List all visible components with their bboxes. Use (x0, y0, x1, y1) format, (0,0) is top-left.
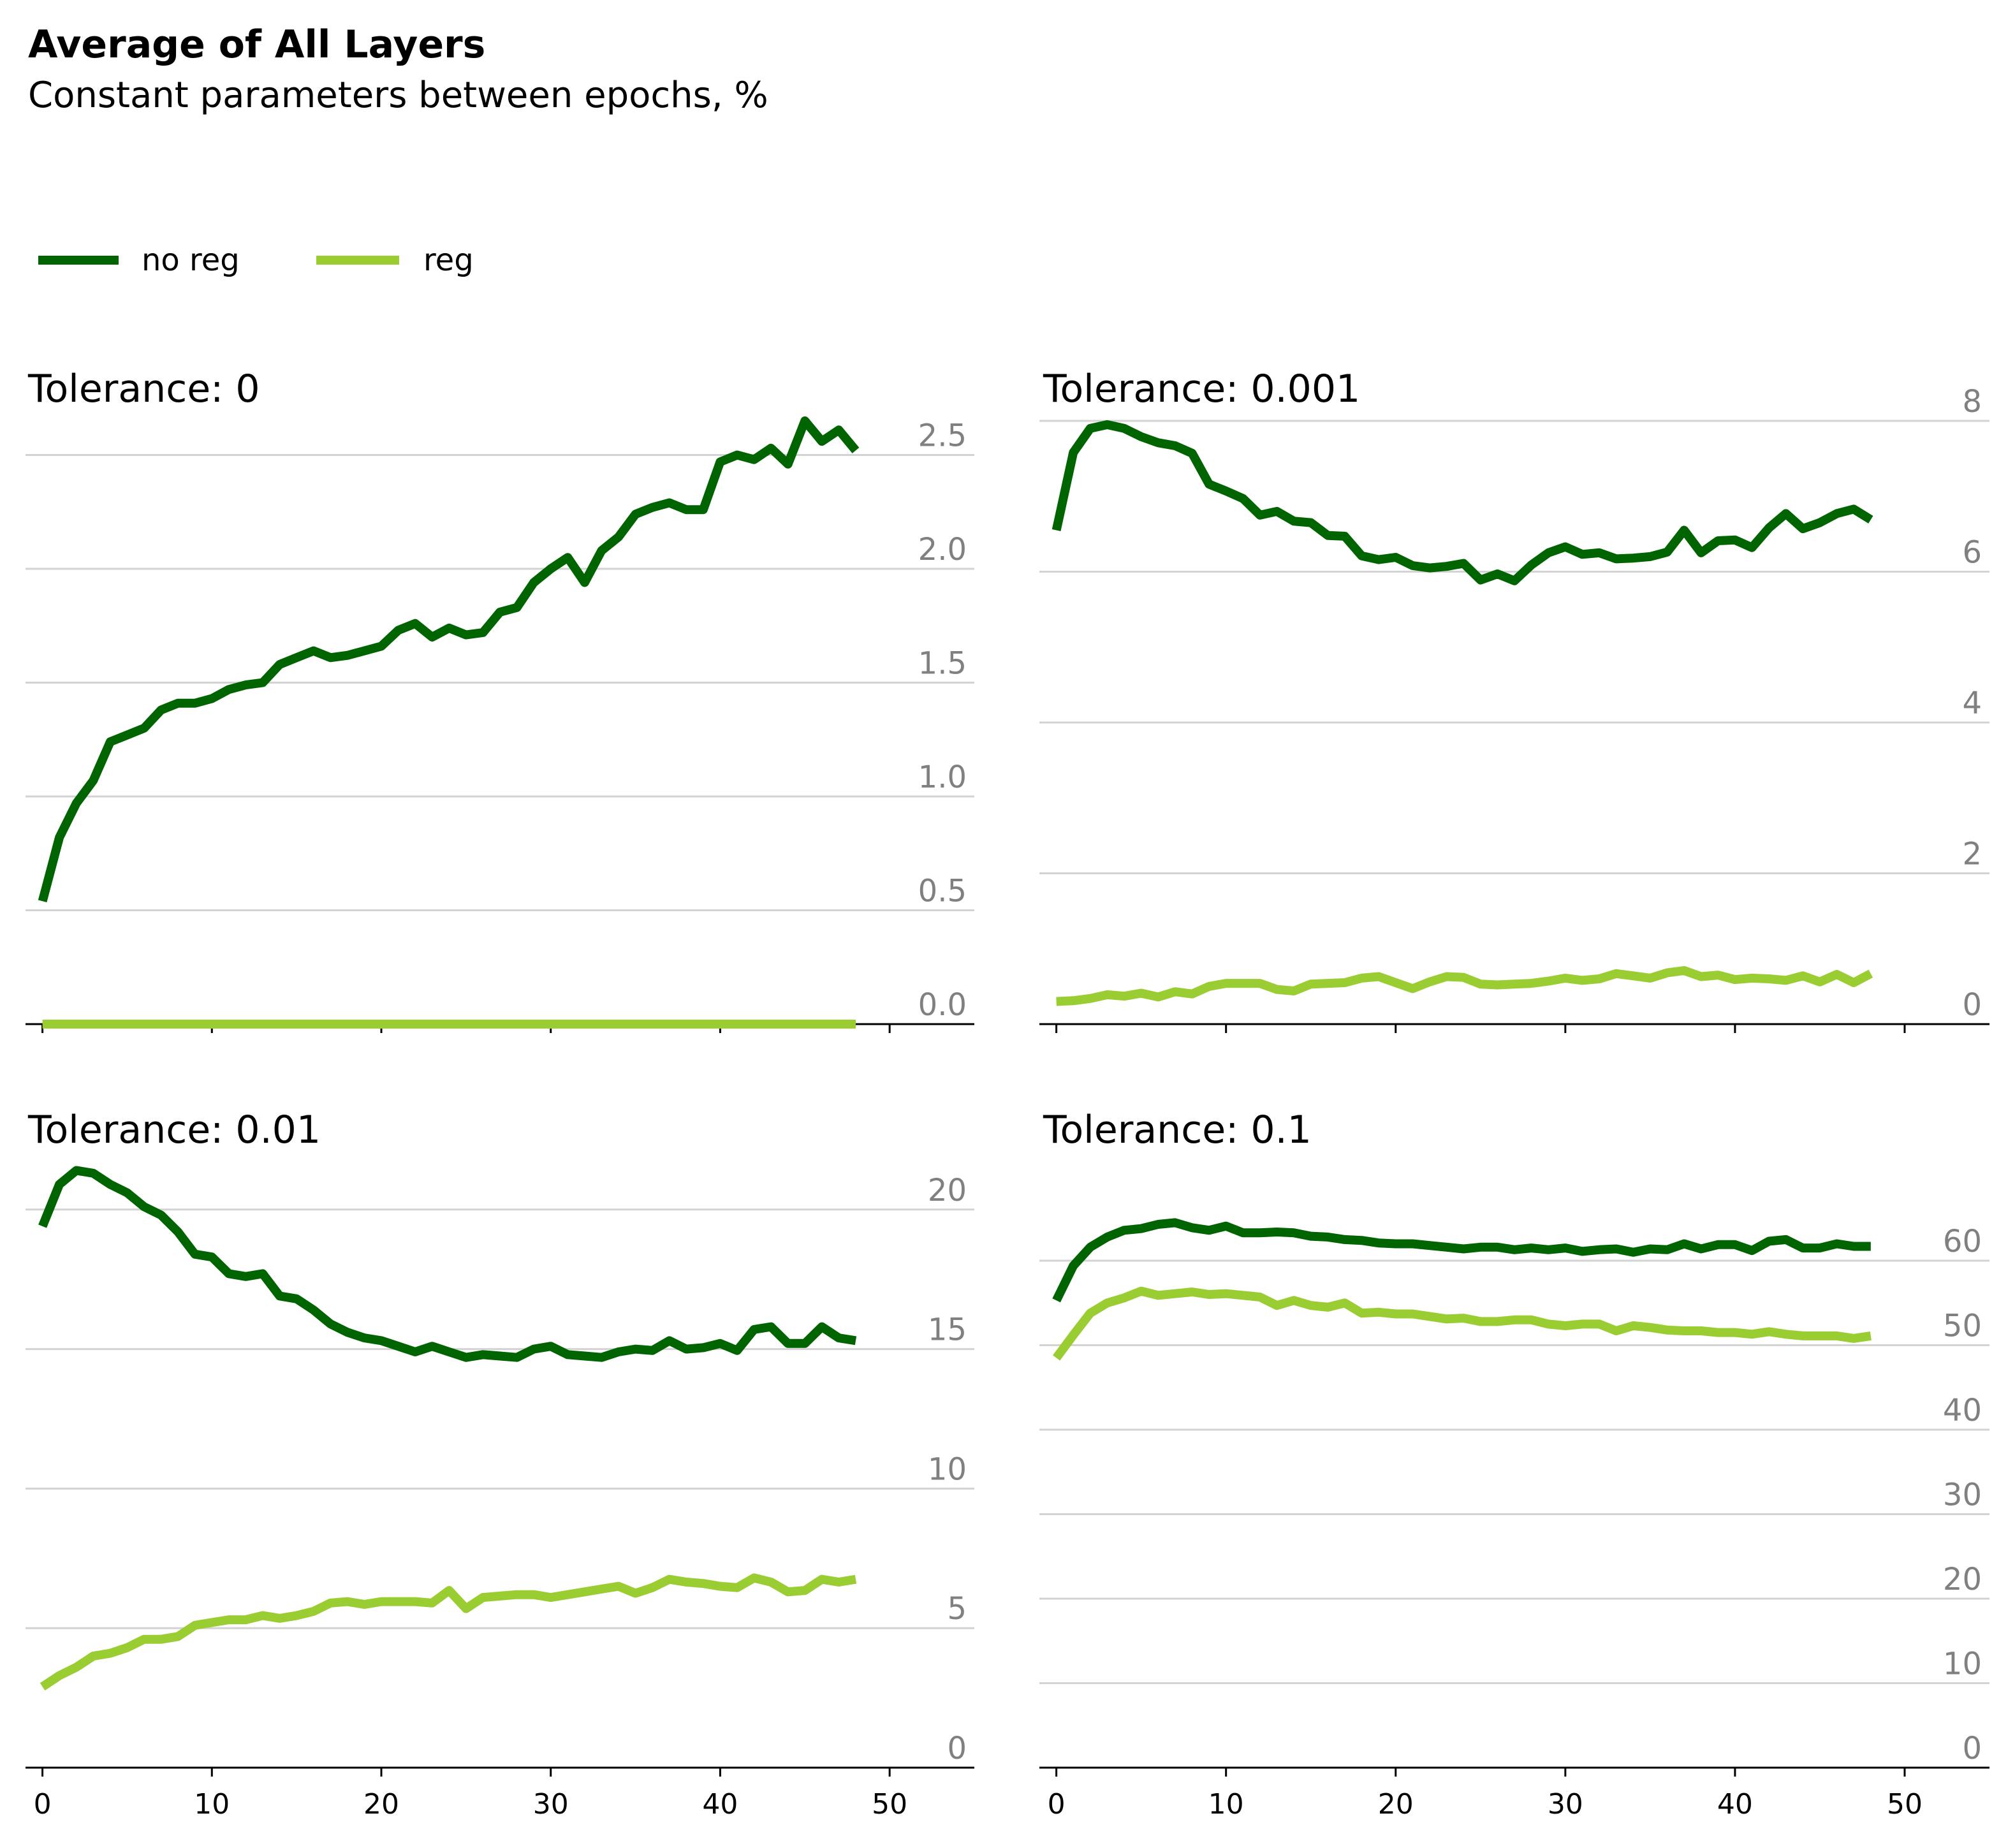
y-tick-label: 2.5 (918, 418, 967, 454)
y-tick-label: 10 (1943, 1646, 1982, 1682)
y-tick-label: 4 (1962, 686, 1982, 721)
legend-label-no-reg: no reg (142, 242, 240, 278)
y-tick-label: 20 (928, 1173, 967, 1208)
x-tick-label: 10 (1208, 1788, 1244, 1821)
chart-panel-tolerance-0: 0.0 0.5 1.0 1.5 2.0 2.5 (26, 416, 974, 1033)
series-line-no-reg (1051, 420, 1873, 585)
y-tick-label: 0 (947, 1731, 967, 1766)
panel-title-tol-01: Tolerance: 0.1 (1043, 1108, 1312, 1152)
y-tick-label: 10 (928, 1451, 967, 1487)
chart-panel-tolerance-0.001: 0 2 4 6 8 (1039, 384, 1989, 1033)
series-line-reg (1056, 966, 1873, 1006)
y-tick-label: 20 (1943, 1562, 1982, 1597)
y-tick-label: 15 (928, 1312, 967, 1348)
y-tick-label: 6 (1962, 535, 1982, 571)
x-tick-label: 50 (872, 1788, 907, 1821)
series-line-no-reg (1052, 1218, 1871, 1303)
x-tick-label: 0 (34, 1788, 52, 1821)
y-tick-label: 1.5 (918, 646, 967, 682)
legend: no reg reg (38, 242, 474, 278)
legend-label-reg: reg (423, 242, 474, 278)
y-tick-label: 40 (1943, 1393, 1982, 1428)
panel-title-tol-001: Tolerance: 0.01 (27, 1108, 321, 1152)
y-tick-label: 0.5 (918, 874, 967, 909)
x-tick-label: 0 (1048, 1788, 1066, 1821)
x-tick-label: 20 (363, 1788, 399, 1821)
chart-panel-tolerance-0.01: 0 5 10 15 20 0 10 20 30 40 50 (26, 1166, 974, 1821)
y-tick-label: 0 (1962, 1731, 1982, 1766)
y-tick-label: 8 (1962, 384, 1982, 420)
series-line-reg (40, 1573, 857, 1690)
chart-panel-tolerance-0.1: 0 10 20 30 40 50 60 0 10 20 30 40 50 (1039, 1218, 1989, 1821)
y-tick-label: 2.0 (918, 532, 967, 568)
panel-title-tol-0001: Tolerance: 0.001 (1043, 367, 1360, 411)
y-tick-label: 50 (1943, 1309, 1982, 1344)
figure-title: Average of All Layers (28, 22, 485, 67)
series-line-no-reg (38, 416, 860, 902)
y-tick-label: 5 (947, 1591, 967, 1627)
y-tick-label: 2 (1962, 837, 1982, 872)
x-tick-label: 30 (1548, 1788, 1583, 1821)
x-tick-label: 50 (1887, 1788, 1923, 1821)
series-line-reg (1052, 1286, 1872, 1361)
y-tick-label: 0 (1962, 987, 1982, 1023)
x-tick-label: 40 (1717, 1788, 1753, 1821)
x-tick-label: 30 (533, 1788, 569, 1821)
y-tick-label: 0.0 (918, 987, 967, 1023)
series-line-no-reg (38, 1166, 857, 1362)
x-tick-label: 20 (1378, 1788, 1414, 1821)
y-tick-label: 30 (1943, 1478, 1982, 1513)
panel-title-tol-0: Tolerance: 0 (27, 367, 260, 411)
x-tick-label: 40 (702, 1788, 738, 1821)
y-tick-label: 1.0 (918, 759, 967, 795)
y-tick-label: 60 (1943, 1224, 1982, 1259)
figure-subtitle: Constant parameters between epochs, % (28, 75, 768, 116)
x-tick-label: 10 (194, 1788, 230, 1821)
